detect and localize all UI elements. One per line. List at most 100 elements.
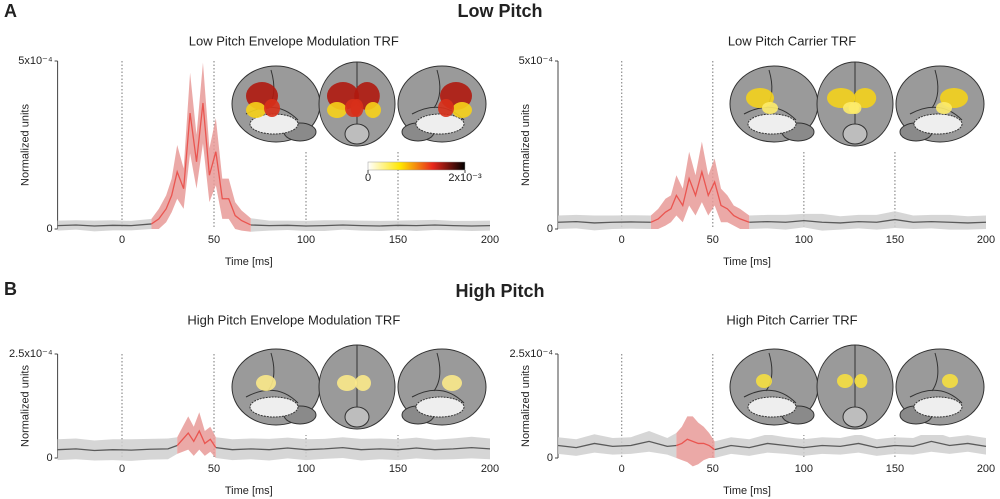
trace-line (557, 218, 987, 224)
brain-temporal (913, 396, 963, 418)
chart: Low Pitch Carrier TRF 0 50 100 150 200 0 5x10⁻⁴… (519, 33, 996, 267)
colorbar (367, 161, 466, 171)
x-tick-label: 100 (297, 234, 315, 246)
trace-line (676, 438, 716, 451)
brain-temporal (913, 113, 963, 135)
y-axis-label: Normalized units (20, 365, 32, 447)
x-tick-label: 150 (389, 234, 407, 246)
y-tick-label: 0 (46, 452, 52, 464)
error-band (151, 62, 251, 232)
brain-sulcus (245, 389, 299, 404)
x-axis-label: Time [ms] (723, 485, 771, 497)
x-tick-label: 200 (481, 234, 499, 246)
y-axis-label: Normalized units (520, 104, 532, 186)
brain-temporal (249, 113, 299, 135)
panel-label: B (4, 279, 17, 299)
y-tick-label: 5x10⁻⁴ (519, 55, 554, 67)
panel-title: Low Pitch (458, 1, 543, 21)
x-tick-label: 0 (619, 234, 625, 246)
chart-title: High Pitch Envelope Modulation TRF (187, 312, 400, 327)
activation-blob (936, 102, 952, 114)
activation-blob (452, 102, 472, 118)
activation-blob (337, 375, 357, 391)
activation-blob (264, 99, 280, 117)
y-tick-label: 0 (46, 223, 52, 235)
brain-views (729, 341, 985, 435)
brain-sulcus (743, 389, 797, 404)
x-axis-label: Time [ms] (225, 485, 273, 497)
x-tick-label: 100 (795, 234, 813, 246)
trace-line (57, 444, 491, 452)
x-tick-label: 50 (707, 463, 719, 475)
chart-title: High Pitch Carrier TRF (726, 312, 857, 327)
x-tick-label: 50 (707, 234, 719, 246)
brain-temporal (249, 396, 299, 418)
y-tick-label: 2.5x10⁻⁴ (9, 348, 53, 360)
x-axis-label: Time [ms] (723, 256, 771, 268)
trace-line (650, 169, 750, 223)
activation-blob (853, 88, 877, 108)
x-tick-label: 150 (886, 234, 904, 246)
colorbar-label: 2x10⁻³ (448, 172, 482, 184)
x-tick-label: 50 (208, 234, 220, 246)
activation-blob (942, 374, 958, 388)
brain-temporal (747, 396, 797, 418)
activation-blob (848, 102, 862, 114)
brain-sulcus (433, 69, 441, 109)
trace-line (151, 102, 252, 226)
brain-sulcus (931, 69, 939, 109)
y-tick-label: 0 (547, 223, 553, 235)
x-tick-label: 200 (977, 234, 995, 246)
brain-stem (842, 123, 868, 145)
colorbar-label: 0 (365, 172, 371, 184)
activation-blob (762, 102, 778, 114)
x-tick-label: 150 (886, 463, 904, 475)
activation-blob (350, 99, 364, 117)
brain-sulcus (765, 352, 773, 392)
y-tick-label: 0 (547, 452, 553, 464)
activation-blob (327, 102, 347, 118)
activation-blob (854, 374, 868, 388)
trace-line (557, 440, 987, 451)
activation-blob (256, 375, 276, 391)
y-tick-label: 2.5x10⁻⁴ (509, 348, 553, 360)
x-tick-label: 0 (619, 463, 625, 475)
chart-title: Low Pitch Carrier TRF (728, 33, 856, 48)
x-tick-label: 200 (977, 463, 995, 475)
chart: High Pitch Envelope Modulation TRF 0 50 100… (9, 312, 499, 496)
chart-title: Low Pitch Envelope Modulation TRF (189, 33, 399, 48)
x-tick-label: 50 (208, 463, 220, 475)
brain-temporal (747, 113, 797, 135)
panel-label: A (4, 1, 17, 21)
x-axis-label: Time [ms] (225, 256, 273, 268)
x-tick-label: 100 (297, 463, 315, 475)
activation-blob (355, 375, 371, 391)
x-tick-label: 0 (119, 234, 125, 246)
activation-blob (756, 374, 772, 388)
activation-blob (837, 374, 853, 388)
brain-sulcus (931, 352, 939, 392)
trace-line (176, 429, 217, 448)
panel-title: High Pitch (456, 281, 545, 301)
brain-temporal (415, 113, 465, 135)
activation-blob (438, 99, 454, 117)
chart: High Pitch Carrier TRF 0 50 100 150 200 0 2.5x1… (509, 312, 995, 496)
brain-stem (344, 406, 370, 428)
x-tick-label: 100 (795, 463, 813, 475)
brain-views (231, 341, 487, 435)
error-band (558, 211, 986, 231)
activation-blob (365, 102, 381, 118)
brain-sulcus (411, 389, 465, 404)
y-axis-label: Normalized units (520, 365, 532, 447)
brain-sulcus (909, 389, 963, 404)
brain-views (231, 58, 487, 152)
activation-blob (246, 102, 266, 118)
x-tick-label: 150 (389, 463, 407, 475)
x-tick-label: 200 (481, 463, 499, 475)
chart: Low Pitch Envelope Modulation TRF 0 50 100 1… (18, 33, 499, 267)
brain-views (729, 58, 985, 152)
trace-line (57, 223, 491, 227)
brain-stem (842, 406, 868, 428)
x-tick-label: 0 (119, 463, 125, 475)
